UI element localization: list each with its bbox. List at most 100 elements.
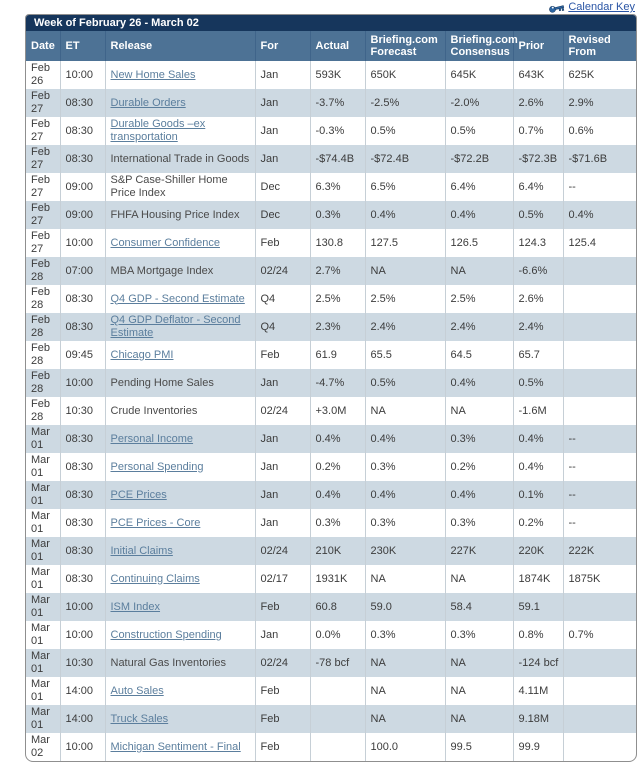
- cell-release: Natural Gas Inventories: [104, 649, 255, 677]
- cell-et: 10:00: [59, 369, 105, 397]
- cell-prior: 99.9: [512, 733, 563, 761]
- release-link[interactable]: Q4 GDP Deflator - Second Estimate: [110, 314, 241, 339]
- cell-for: 02/24: [254, 649, 310, 677]
- cell-for: Jan: [254, 89, 310, 117]
- release-link[interactable]: Consumer Confidence: [110, 236, 220, 249]
- cell-date: Mar 01: [31, 622, 50, 647]
- cell-release: PCE Prices: [104, 481, 255, 509]
- cell-forecast: 0.4%: [364, 201, 445, 229]
- cell-release: Personal Spending: [104, 453, 255, 481]
- release-link[interactable]: Personal Spending: [110, 460, 204, 473]
- cell-for: Jan: [254, 621, 310, 649]
- cell-for: Dec: [254, 173, 310, 201]
- cell-actual: 60.8: [309, 593, 365, 621]
- release-link[interactable]: Construction Spending: [110, 628, 222, 641]
- cell-forecast: 59.0: [364, 593, 445, 621]
- col-header-forecast: Briefing.com Forecast: [364, 31, 445, 61]
- table-row: Feb 27 10:00 Consumer Confidence Feb 130.8 12…: [26, 229, 636, 257]
- cell-revised: [562, 257, 636, 285]
- cell-for: Dec: [254, 201, 310, 229]
- release-link[interactable]: Michigan Sentiment - Final: [110, 740, 241, 753]
- cell-prior: 220K: [512, 537, 563, 565]
- calendar-key-link[interactable]: Calendar Key: [568, 1, 635, 13]
- cell-consensus: -2.0%: [444, 89, 513, 117]
- cell-prior: 2.6%: [512, 89, 563, 117]
- cell-prior: 0.2%: [512, 509, 563, 537]
- cell-date: Feb 27: [26, 89, 60, 117]
- cell-date: Mar 01: [26, 425, 60, 453]
- cell-forecast: NA: [364, 677, 445, 705]
- cell-forecast: -2.5%: [364, 89, 445, 117]
- cell-for: 02/24: [254, 397, 310, 425]
- release-link[interactable]: New Home Sales: [110, 68, 196, 81]
- cell-forecast: 100.0: [364, 733, 445, 761]
- table-row: Mar 01 10:00 Construction Spending Jan 0.0% 0…: [26, 621, 636, 649]
- cell-release: FHFA Housing Price Index: [104, 201, 255, 229]
- release-text: International Trade in Goods: [110, 152, 250, 165]
- cell-date: Mar 01: [31, 510, 50, 535]
- release-link[interactable]: Personal Income: [110, 432, 194, 445]
- cell-for: Feb: [254, 341, 310, 369]
- release-link[interactable]: PCE Prices: [110, 488, 167, 501]
- cell-et: 10:00: [59, 593, 105, 621]
- cell-date: Feb 27: [26, 201, 60, 229]
- cell-date: Feb 28: [31, 398, 50, 423]
- table-row: Feb 28 07:00 MBA Mortgage Index 02/24 2.7% NA…: [26, 257, 636, 285]
- cell-consensus: NA: [444, 397, 513, 425]
- cell-et: 08:30: [59, 89, 105, 117]
- cell-et: 10:30: [59, 649, 105, 677]
- economic-calendar: Week of February 26 - March 02 Date ET R…: [25, 14, 637, 762]
- cell-et: 09:45: [59, 341, 105, 369]
- table-row: Feb 27 08:30 Durable Goods –ex transportat…: [26, 117, 636, 145]
- cell-revised: --: [562, 509, 636, 537]
- cell-for: Feb: [254, 677, 310, 705]
- cell-forecast: NA: [364, 397, 445, 425]
- table-row: Feb 28 10:00 Pending Home Sales Jan -4.7% 0.5…: [26, 369, 636, 397]
- cell-release: Chicago PMI: [104, 341, 255, 369]
- cell-revised: 625K: [562, 61, 636, 89]
- release-link[interactable]: Chicago PMI: [110, 348, 174, 361]
- release-link[interactable]: Initial Claims: [110, 544, 173, 557]
- header-row: Date ET Release For Actual Briefing.com …: [26, 31, 636, 61]
- cell-consensus: 0.5%: [444, 117, 513, 145]
- cell-prior: 0.8%: [512, 621, 563, 649]
- cell-for: Jan: [254, 117, 310, 145]
- cell-et: 08:30: [59, 481, 105, 509]
- cell-release: Consumer Confidence: [104, 229, 255, 257]
- release-link[interactable]: ISM Index: [110, 600, 161, 613]
- cell-release: Q4 GDP - Second Estimate: [104, 285, 255, 313]
- cell-consensus: 227K: [444, 537, 513, 565]
- cell-release: Continuing Claims: [104, 565, 255, 593]
- cell-release: International Trade in Goods: [104, 145, 255, 173]
- cell-consensus: NA: [444, 565, 513, 593]
- table-row: Feb 27 08:30 Durable Orders Jan -3.7% -2.5% -2…: [26, 89, 636, 117]
- cell-actual: [309, 733, 365, 761]
- cell-revised: 222K: [562, 537, 636, 565]
- cell-prior: 9.18M: [512, 705, 563, 733]
- cell-date: Mar 01: [31, 566, 50, 591]
- release-link[interactable]: Durable Orders: [110, 96, 186, 109]
- cell-actual: 0.3%: [309, 509, 365, 537]
- release-link[interactable]: Q4 GDP - Second Estimate: [110, 292, 245, 305]
- cell-revised: --: [562, 173, 636, 201]
- release-link[interactable]: Durable Goods –ex transportation: [110, 118, 206, 143]
- cell-for: Jan: [254, 145, 310, 173]
- release-link[interactable]: Continuing Claims: [110, 572, 200, 585]
- cell-forecast: 2.4%: [364, 313, 445, 341]
- cell-actual: 2.5%: [309, 285, 365, 313]
- cell-prior: 124.3: [512, 229, 563, 257]
- release-link[interactable]: Truck Sales: [110, 712, 169, 725]
- cell-for: Feb: [254, 593, 310, 621]
- cell-revised: 0.6%: [562, 117, 636, 145]
- release-link[interactable]: Auto Sales: [110, 684, 164, 697]
- cell-actual: 210K: [309, 537, 365, 565]
- release-link[interactable]: PCE Prices - Core: [110, 516, 201, 529]
- cell-forecast: 0.3%: [364, 453, 445, 481]
- table-row: Feb 27 08:30 International Trade in Goods J…: [26, 145, 636, 173]
- cell-release: Q4 GDP Deflator - Second Estimate: [104, 313, 255, 341]
- cell-release: Initial Claims: [104, 537, 255, 565]
- cell-release: S&P Case-Shiller Home Price Index: [104, 173, 255, 201]
- cell-consensus: 0.4%: [444, 369, 513, 397]
- cell-consensus: NA: [444, 257, 513, 285]
- release-text: S&P Case-Shiller Home Price Index: [110, 174, 228, 199]
